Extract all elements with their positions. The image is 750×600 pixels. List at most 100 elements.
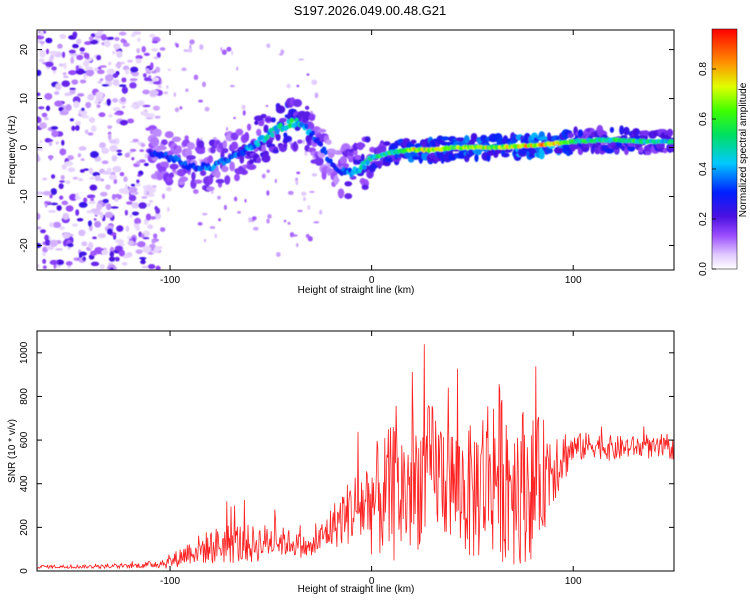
ridge-halo: [344, 193, 353, 200]
noise-speck: [85, 101, 92, 109]
ridge-halo: [244, 131, 250, 142]
noise-speck: [38, 58, 45, 63]
noise-speck: [59, 148, 67, 156]
ridge-halo: [292, 98, 302, 108]
ridge-core: [183, 160, 188, 166]
noise-speck: [44, 92, 53, 100]
noise-speck: [82, 60, 90, 67]
noise-speck: [115, 62, 122, 68]
ridge-halo: [270, 117, 276, 123]
ridge-halo: [337, 188, 345, 198]
ridge-halo: [623, 126, 630, 136]
ridge-halo: [316, 128, 327, 133]
noise-speck: [96, 202, 103, 211]
noise-speck: [104, 211, 114, 219]
noise-speck: [266, 218, 270, 224]
noise-speck: [244, 198, 247, 203]
ridge-halo: [326, 148, 337, 154]
noise-speck: [112, 107, 121, 112]
noise-speck: [88, 167, 94, 175]
noise-speck: [85, 69, 95, 77]
ridge-halo: [248, 158, 255, 165]
noise-speck: [114, 37, 120, 41]
noise-speck: [163, 91, 169, 95]
ridge-halo: [222, 139, 228, 149]
noise-speck: [109, 267, 115, 270]
noise-speck: [83, 168, 90, 171]
noise-speck: [108, 36, 115, 40]
noise-speck: [94, 99, 99, 106]
noise-speck: [75, 120, 81, 127]
ridge-halo: [538, 150, 545, 160]
noise-speck: [97, 80, 102, 84]
ridge-halo: [325, 139, 332, 145]
noise-speck: [218, 218, 221, 222]
noise-speck: [139, 149, 144, 153]
noise-speck: [300, 191, 307, 196]
noise-speck: [132, 138, 139, 143]
noise-speck: [99, 65, 107, 68]
noise-speck: [142, 230, 151, 237]
noise-speck: [131, 104, 137, 109]
ridge-halo: [356, 141, 365, 151]
noise-speck: [266, 190, 270, 196]
ridge-halo: [179, 176, 189, 182]
noise-speck: [112, 79, 120, 86]
noise-speck: [265, 104, 269, 108]
noise-speck: [274, 178, 277, 184]
spectrogram-y-tick-label: 20: [19, 44, 30, 56]
noise-speck: [114, 245, 123, 252]
noise-speck: [130, 33, 136, 38]
noise-speck: [109, 144, 118, 152]
noise-speck: [138, 159, 146, 163]
noise-speck: [106, 68, 116, 75]
ridge-halo: [297, 139, 303, 144]
noise-speck: [105, 184, 111, 190]
noise-speck: [80, 52, 85, 55]
noise-speck: [155, 66, 161, 73]
ridge-halo: [164, 131, 174, 139]
noise-speck: [125, 201, 133, 205]
noise-speck: [137, 241, 146, 248]
spectrogram-y-tick-label: -20: [19, 238, 30, 253]
snr-series-line: [37, 344, 674, 570]
noise-speck: [121, 77, 127, 83]
noise-speck: [127, 240, 135, 246]
noise-speck: [287, 221, 291, 225]
noise-speck: [201, 212, 208, 216]
noise-speck: [130, 66, 139, 73]
snr-x-axis-label: Height of straight line (km): [298, 584, 415, 595]
ridge-halo: [186, 155, 196, 160]
noise-speck: [42, 177, 48, 181]
ridge-halo: [627, 144, 636, 152]
noise-speck: [112, 73, 119, 78]
noise-speck: [71, 223, 79, 227]
noise-speck: [131, 202, 140, 209]
snr-x-tick-label: 100: [565, 576, 582, 587]
noise-speck: [97, 233, 107, 239]
noise-speck: [149, 200, 154, 203]
noise-speck: [141, 265, 149, 269]
noise-speck: [96, 69, 105, 75]
noise-speck: [198, 99, 204, 103]
snr-x-tick-label: -100: [160, 576, 180, 587]
ridge-halo: [215, 178, 225, 184]
noise-speck: [140, 233, 145, 239]
noise-speck: [99, 191, 108, 197]
noise-speck: [60, 175, 65, 180]
noise-speck: [229, 85, 235, 88]
noise-speck: [109, 251, 115, 258]
noise-speck: [146, 186, 153, 192]
noise-speck: [86, 194, 96, 199]
ridge-halo: [164, 161, 169, 169]
noise-speck: [111, 155, 118, 162]
noise-speck: [40, 229, 46, 234]
ridge-halo: [501, 152, 510, 158]
noise-speck: [38, 106, 45, 110]
noise-speck: [151, 48, 159, 52]
noise-speck: [179, 106, 183, 110]
noise-speck: [71, 79, 79, 85]
snr-y-axis-label: SNR (10 * v/v): [7, 419, 18, 483]
spectrogram-frame: [36, 29, 675, 271]
noise-speck: [99, 211, 104, 219]
